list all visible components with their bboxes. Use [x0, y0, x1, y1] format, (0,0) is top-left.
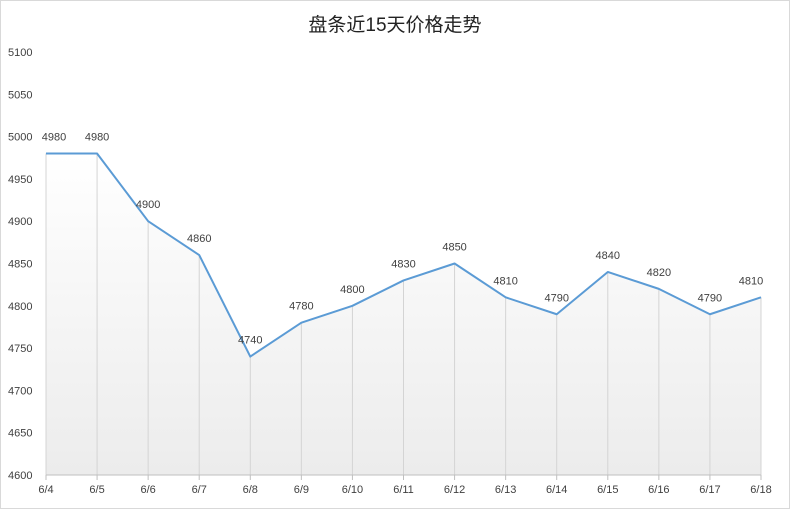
data-label: 4810	[739, 275, 763, 287]
data-label: 4810	[493, 275, 517, 287]
x-tick-label: 6/4	[38, 484, 53, 496]
data-label: 4780	[289, 301, 313, 313]
gridlines-group	[45, 153, 762, 475]
x-tick-label: 6/9	[294, 484, 309, 496]
chart-title: 盘条近15天价格走势	[308, 15, 482, 36]
data-label: 4840	[596, 250, 620, 262]
x-tick-label: 6/15	[597, 484, 618, 496]
y-tick-label: 4600	[8, 470, 32, 482]
x-tick-label: 6/5	[89, 484, 104, 496]
x-tick-label: 6/6	[140, 484, 155, 496]
x-tick-label: 6/12	[444, 484, 465, 496]
x-tick-label: 6/10	[342, 484, 363, 496]
x-tick-label: 6/18	[750, 484, 771, 496]
data-label: 4740	[238, 335, 262, 347]
data-label: 4790	[544, 292, 568, 304]
y-tick-label: 4900	[8, 216, 32, 228]
x-tick-label: 6/16	[648, 484, 669, 496]
x-tick-label: 6/11	[393, 484, 414, 496]
y-tick-label: 5050	[8, 89, 32, 101]
axes-group: 6/4 6/5 6/6 6/7 6/8 6/9 6/10 6/11 6/12 6/13 6/14 6/…	[8, 47, 772, 496]
y-tick-label: 4700	[8, 385, 32, 397]
data-label: 4980	[42, 132, 66, 144]
data-label: 4790	[698, 292, 722, 304]
x-tick-label: 6/8	[243, 484, 258, 496]
x-tick-label: 6/7	[192, 484, 207, 496]
x-tick-label: 6/17	[699, 484, 720, 496]
data-label: 4900	[136, 199, 160, 211]
data-label: 4800	[340, 284, 364, 296]
y-tick-label: 4750	[8, 343, 32, 355]
x-tick-label: 6/14	[546, 484, 567, 496]
y-tick-label: 5000	[8, 132, 32, 144]
y-tick-label: 4800	[8, 301, 32, 313]
data-label: 4820	[647, 267, 671, 279]
data-labels-group: 4980 4980 4900 4860 4740 4780 4800 4830 4850 4810…	[42, 132, 763, 347]
y-tick-label: 4950	[8, 174, 32, 186]
series-line	[46, 152, 762, 358]
x-tick-label: 6/13	[495, 484, 516, 496]
data-label: 4850	[442, 242, 466, 254]
y-tick-label: 4650	[8, 428, 32, 440]
data-label: 4980	[85, 132, 109, 144]
data-label: 4830	[391, 258, 415, 270]
series-line-group	[46, 152, 762, 358]
y-tick-label: 5100	[8, 47, 32, 59]
data-label: 4860	[187, 233, 211, 245]
y-tick-label: 4850	[8, 259, 32, 271]
